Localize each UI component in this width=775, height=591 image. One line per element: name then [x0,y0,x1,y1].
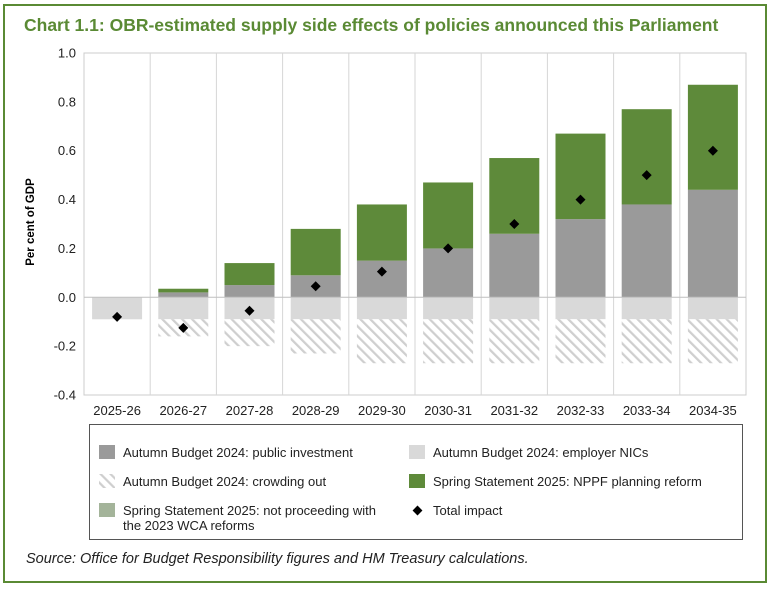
y-tick-label: 0.8 [58,94,76,109]
bar-segment-2033-34-s1 [621,297,672,320]
x-tick-label: 2032-33 [557,403,605,418]
x-tick-label: 2034-35 [689,403,737,418]
x-tick-label: 2031-32 [490,403,538,418]
total-impact-marker-2027-28 [244,305,255,316]
bar-segment-2032-33-s1 [555,297,606,320]
total-impact-marker-2032-33 [575,194,586,205]
bar-segment-2027-28-s2 [224,319,275,347]
bar-segment-2034-35-s0 [687,189,738,298]
bar-segment-2030-31-s0 [423,248,474,298]
bar-segment-2028-29-s1 [290,297,341,320]
legend-label: Spring Statement 2025: NPPF planning ref… [433,474,702,489]
bar-segment-2033-34-s2 [621,319,672,364]
bar-segment-2025-26-s1 [92,297,143,320]
bar-segment-2030-31-s3 [423,182,474,249]
legend-swatch [409,445,425,459]
legend-item-employer-nics: Autumn Budget 2024: employer NICs [409,445,648,460]
y-tick-label: -0.2 [54,339,76,354]
total-impact-marker-2031-32 [509,219,520,229]
chart-title: Chart 1.1: OBR-estimated supply side eff… [24,15,719,35]
source-note: Source: Office for Budget Responsibility… [26,551,529,567]
bar-segment-2033-34-s0 [621,204,672,298]
total-impact-marker-2029-30 [376,266,387,277]
bar-segment-2029-30-s2 [356,319,407,364]
bar-segment-2027-28-s3 [224,263,275,286]
bar-segment-2030-31-s2 [423,319,474,364]
total-impact-marker-2028-29 [310,281,321,292]
legend-item-wca-reforms: Spring Statement 2025: not proceeding wi… [99,503,389,533]
legend-label: Total impact [433,503,503,518]
legend-item-total-impact: Total impact [409,503,502,518]
total-impact-marker-2026-27 [178,322,189,333]
legend-swatch [99,445,115,459]
bar-segment-2029-30-s1 [356,297,407,320]
bar-segment-2028-29-s3 [290,228,341,276]
legend-label: Autumn Budget 2024: crowding out [123,474,327,489]
bar-segment-2033-34-s3 [621,109,672,205]
legend-item-nppf-planning-reform: Spring Statement 2025: NPPF planning ref… [409,474,702,489]
total-impact-marker-2030-31 [443,243,454,254]
legend-swatch [409,474,425,488]
bar-segment-2031-32-s1 [489,297,540,320]
y-axis-label: Per cent of GDP [25,178,37,266]
y-tick-label: -0.4 [54,388,76,403]
legend-label: Spring Statement 2025: not proceeding wi… [123,503,376,533]
total-impact-marker-2033-34 [641,170,652,181]
legend-item-crowding-out: Autumn Budget 2024: crowding out [99,474,326,489]
diamond-icon [409,503,425,517]
bar-segment-2030-31-s1 [423,297,474,320]
x-tick-label: 2026-27 [159,403,207,418]
bar-segment-2031-32-s0 [489,233,540,298]
bar-segment-2034-35-s3 [687,84,738,190]
x-tick-label: 2029-30 [358,403,406,418]
legend-swatch [99,503,115,517]
legend-swatch [99,474,115,488]
bar-segment-2026-27-s1 [158,297,209,320]
y-tick-label: 0.0 [58,290,76,305]
bar-segment-2034-35-s1 [687,297,738,320]
bar-segment-2026-27-s3 [158,288,209,293]
y-tick-label: 0.4 [58,192,76,207]
legend: Autumn Budget 2024: public investment Au… [89,424,743,540]
x-tick-label: 2030-31 [424,403,472,418]
y-tick-label: 0.2 [58,241,76,256]
total-impact-marker-2025-26 [112,311,123,322]
x-tick-label: 2028-29 [292,403,340,418]
x-tick-label: 2025-26 [93,403,141,418]
bar-segment-2028-29-s2 [290,319,341,354]
total-impact-marker-2034-35 [707,145,718,156]
y-tick-label: 1.0 [58,46,76,61]
bar-segment-2027-28-s0 [224,285,275,298]
legend-label: Autumn Budget 2024: public investment [123,445,353,460]
bar-segment-2034-35-s2 [687,319,738,364]
bar-segment-2032-33-s0 [555,219,606,298]
bar-segment-2031-32-s2 [489,319,540,364]
chart-frame [3,4,767,583]
bar-segment-2032-33-s3 [555,133,606,220]
bar-segment-2029-30-s3 [356,204,407,261]
bar-segment-2032-33-s2 [555,319,606,364]
x-tick-label: 2033-34 [623,403,671,418]
legend-label: Autumn Budget 2024: employer NICs [433,445,649,460]
y-tick-label: 0.6 [58,143,76,158]
legend-item-public-investment: Autumn Budget 2024: public investment [99,445,353,460]
bar-segment-2026-27-s0 [158,292,209,298]
x-tick-label: 2027-28 [226,403,274,418]
bar-segment-2029-30-s0 [356,260,407,298]
